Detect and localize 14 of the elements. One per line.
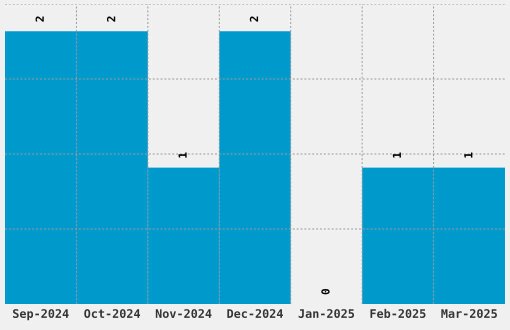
- x-tick-label: Nov-2024: [156, 309, 212, 318]
- data-label: 2: [106, 16, 116, 22]
- x-tick-label: Jan-2025: [298, 309, 354, 318]
- data-label: 1: [464, 152, 472, 158]
- x-tick-label: Mar-2025: [441, 309, 497, 318]
- data-label: 1: [178, 152, 187, 158]
- data-label: 2: [250, 16, 258, 22]
- data-label: 0: [321, 288, 330, 294]
- data-label: 1: [392, 152, 401, 158]
- x-tick-label: Sep-2024: [13, 309, 69, 320]
- x-tick-label: Oct-2024: [84, 309, 140, 318]
- x-tick-label: Feb-2025: [370, 308, 426, 318]
- data-label: 2: [36, 16, 44, 22]
- x-tick-label: Dec-2024: [227, 309, 283, 318]
